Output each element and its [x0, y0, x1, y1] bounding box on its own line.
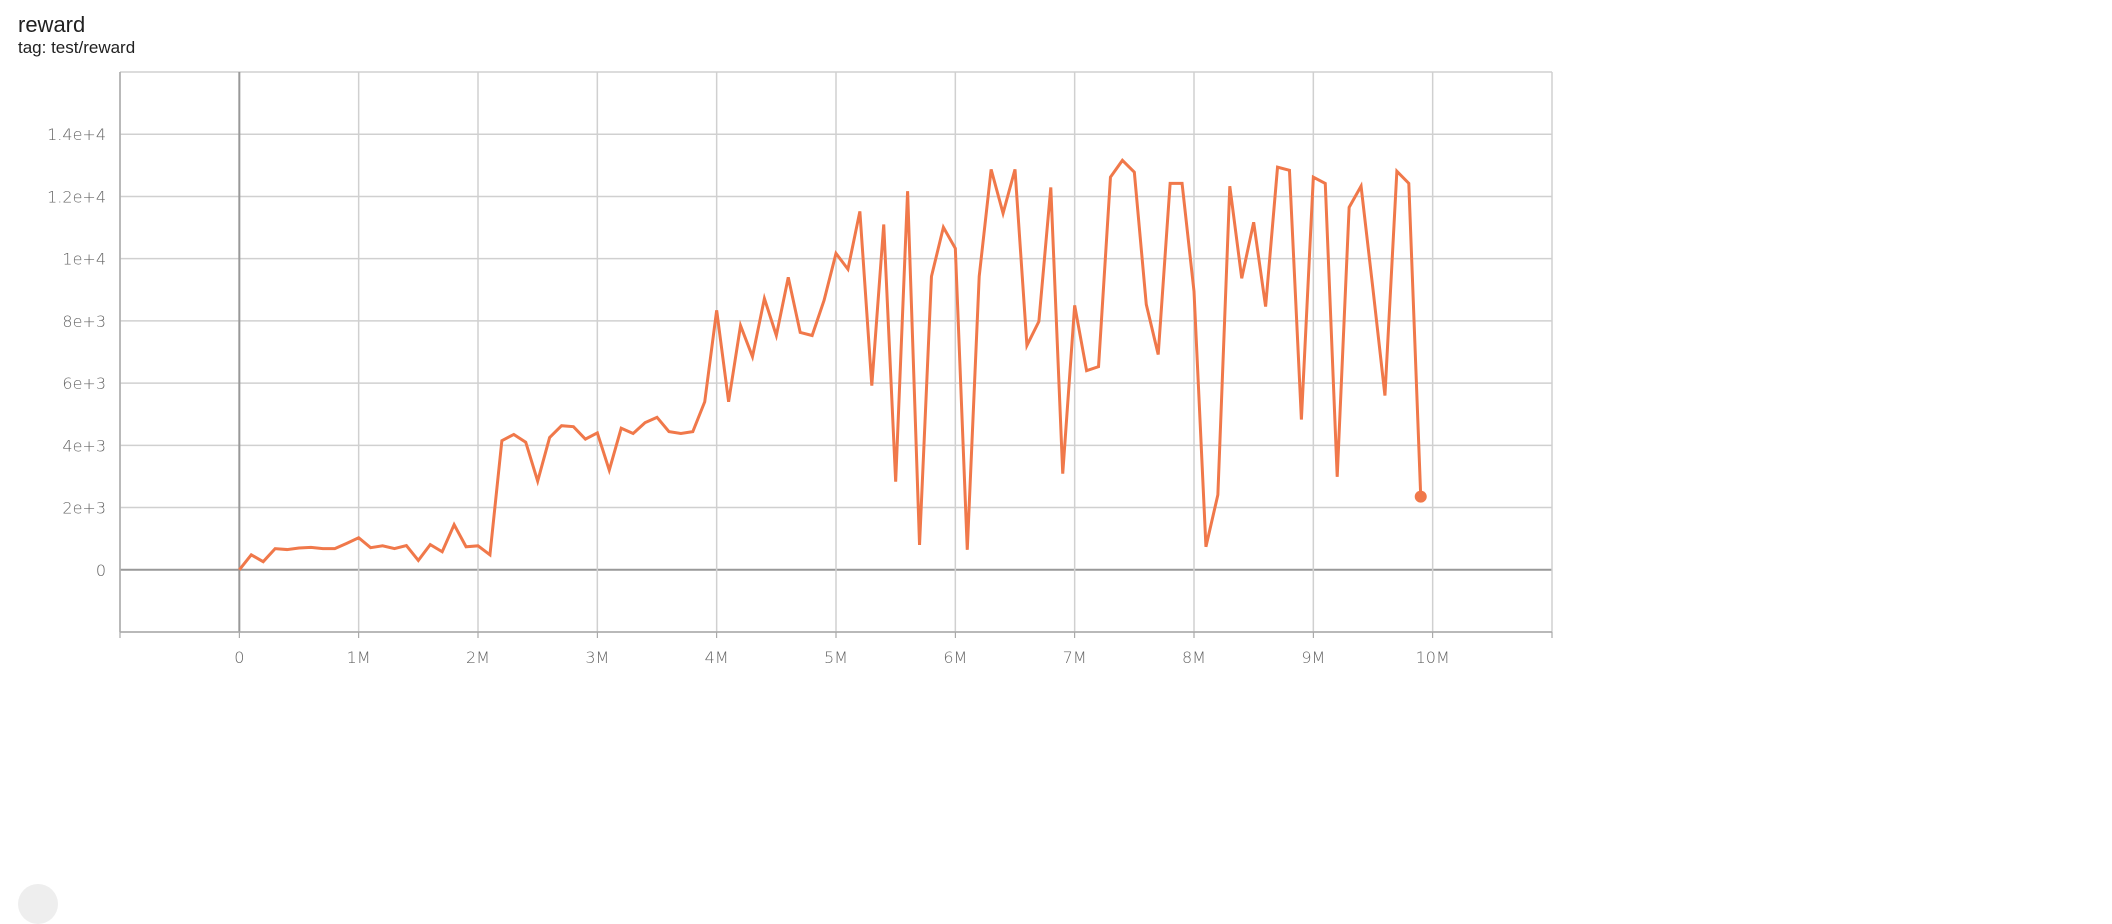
- y-tick-label: 2e+3: [62, 499, 106, 518]
- x-tick-label: 0: [234, 648, 244, 667]
- y-tick-label: 1e+4: [62, 250, 106, 269]
- y-tick-label: 1.2e+4: [47, 187, 106, 206]
- x-tick-label: 9M: [1301, 648, 1325, 667]
- x-tick-label: 2M: [466, 648, 490, 667]
- reward-chart[interactable]: 0 1M 2M 3M 4M 5M 6M 7M 8M 9M 10M 0 2e+3 4e+3 6e+3 8e+3 1…: [0, 0, 2112, 904]
- x-tick-label: 1M: [347, 648, 371, 667]
- series-reward: [238, 158, 1427, 571]
- axes: [119, 72, 1553, 638]
- data-point: [1414, 490, 1427, 503]
- x-tick-label: 8M: [1182, 648, 1206, 667]
- chart-tag: tag: test/reward: [18, 38, 136, 57]
- x-tick-label: 4M: [705, 648, 729, 667]
- y-tick-label: 6e+3: [62, 374, 106, 393]
- chart-title: reward: [18, 12, 86, 37]
- x-tick-label: 3M: [585, 648, 609, 667]
- y-tick-label: 8e+3: [62, 312, 106, 331]
- tick-labels: 0 1M 2M 3M 4M 5M 6M 7M 8M 9M 10M 0 2e+3 4e+3 6e+3 8e+3 1…: [47, 125, 1450, 667]
- x-tick-label: 7M: [1063, 648, 1087, 667]
- x-tick-label: 5M: [824, 648, 848, 667]
- y-tick-label: 0: [96, 561, 106, 580]
- x-tick-label: 6M: [943, 648, 967, 667]
- y-tick-label: 4e+3: [62, 436, 106, 455]
- x-tick-label: 10M: [1416, 648, 1450, 667]
- y-tick-label: 1.4e+4: [47, 125, 106, 144]
- series-line: [238, 158, 1423, 571]
- toggle-button[interactable]: [18, 884, 58, 924]
